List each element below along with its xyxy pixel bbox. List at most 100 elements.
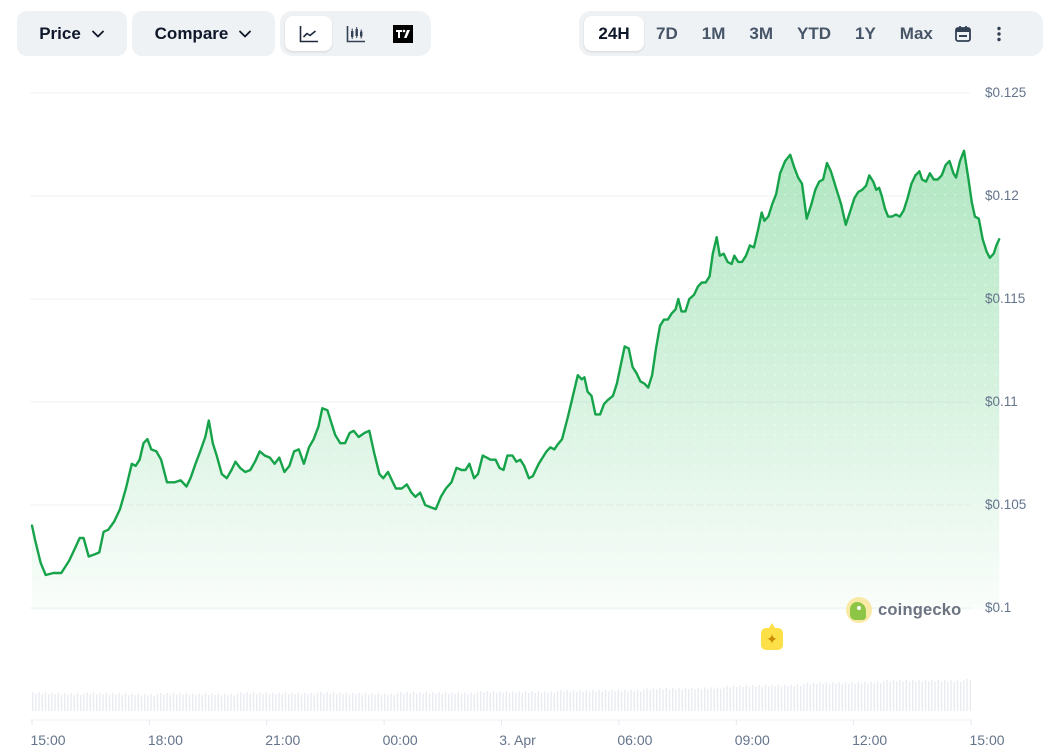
more-options-button[interactable] [981, 16, 1017, 51]
volume-bar [83, 693, 85, 711]
volume-bar [572, 690, 575, 711]
volume-bar [854, 683, 856, 711]
volume-bar [627, 691, 629, 711]
calendar-icon [954, 25, 971, 42]
volume-bar [912, 679, 914, 711]
event-marker[interactable]: ✦ [761, 623, 783, 650]
volume-bar [342, 693, 344, 711]
volume-bar [358, 693, 360, 711]
volume-bar [387, 694, 389, 711]
volume-bar [73, 694, 75, 711]
range-24h[interactable]: 24H [584, 16, 644, 51]
volume-bar [364, 693, 367, 711]
volume-bar [240, 692, 242, 711]
candlestick-chart-button[interactable] [332, 16, 379, 51]
volume-bar [291, 692, 293, 711]
volume-bar [496, 692, 498, 711]
volume-bar [38, 692, 40, 711]
range-1y[interactable]: 1Y [854, 23, 876, 43]
chart-type-selector [280, 11, 431, 56]
volume-bar [108, 694, 111, 711]
volume-bar [60, 694, 63, 711]
date-range-button[interactable] [945, 16, 981, 51]
volume-bar [630, 689, 632, 711]
volume-bar [710, 687, 712, 711]
volume-bar [812, 682, 815, 711]
volume-bar [924, 680, 927, 711]
volume-bar [528, 692, 530, 711]
range-7d[interactable]: 7D [656, 23, 678, 43]
price-chart[interactable]: $0.125 $0.12 $0.115 $0.11 $0.105 $0.1 15:00 18… [0, 70, 1050, 756]
volume-bar [825, 682, 827, 711]
volume-bar [502, 692, 504, 711]
x-tick-label: 15:00 [30, 732, 66, 748]
volume-bar [124, 693, 127, 711]
price-dropdown[interactable]: Price [17, 11, 127, 56]
volume-bar [716, 687, 719, 711]
volume-bar [96, 694, 98, 711]
chart-canvas[interactable] [0, 70, 1050, 756]
volume-bar [867, 683, 869, 711]
volume-bar [707, 688, 709, 711]
volume-bar [310, 692, 312, 711]
volume-bar [243, 693, 245, 711]
volume-bar [486, 691, 488, 711]
volume-bar [556, 691, 559, 711]
sparkle-icon: ✦ [766, 630, 778, 647]
volume-bar [595, 691, 597, 711]
volume-bar [448, 693, 450, 711]
line-chart-button[interactable] [285, 16, 332, 51]
volume-bar [224, 693, 226, 711]
volume-bar [585, 690, 587, 711]
volume-bar [134, 695, 136, 711]
volume-bar [220, 695, 223, 711]
range-3m[interactable]: 3M [749, 23, 773, 43]
volume-bar [803, 684, 805, 711]
volume-bar [646, 688, 648, 711]
volume-bar [217, 693, 219, 711]
volume-bar [336, 693, 338, 711]
volume-bar [656, 689, 658, 711]
volume-bar [249, 693, 251, 711]
volume-bar [534, 692, 536, 711]
range-max[interactable]: Max [899, 23, 933, 43]
volume-bar [265, 692, 267, 711]
volume-bar [211, 693, 213, 711]
volume-bar [425, 692, 427, 711]
volume-bar [112, 693, 114, 711]
volume-bar [828, 683, 831, 711]
volume-bar [934, 681, 936, 711]
volume-bar [569, 691, 571, 711]
tradingview-button[interactable] [379, 16, 426, 51]
volume-bar [950, 680, 952, 711]
volume-bar [636, 689, 639, 711]
volume-bar [784, 684, 786, 711]
volume-bar [345, 692, 347, 711]
range-1m[interactable]: 1M [701, 23, 726, 43]
volume-bar [361, 694, 363, 711]
coingecko-logo-icon [846, 597, 872, 623]
volume-bar [268, 693, 271, 711]
price-dropdown-label: Price [39, 23, 81, 43]
volume-bar [566, 690, 568, 711]
volume-bar [777, 684, 779, 711]
volume-bar [601, 691, 603, 711]
watermark-text: coingecko [878, 600, 962, 619]
volume-bar [233, 695, 235, 711]
compare-dropdown[interactable]: Compare [132, 11, 275, 56]
volume-bar [76, 693, 79, 711]
volume-bar [300, 694, 303, 711]
volume-bar [54, 694, 56, 711]
y-tick-label: $0.115 [985, 291, 1026, 306]
volume-bar [892, 680, 895, 711]
volume-bar [739, 685, 741, 711]
volume-bar [80, 695, 82, 711]
volume-bar [857, 682, 859, 711]
volume-bar [748, 686, 751, 711]
volume-bar [121, 694, 123, 711]
range-ytd[interactable]: YTD [796, 23, 831, 43]
volume-bar [518, 691, 520, 711]
volume-bar [937, 680, 939, 711]
volume-bar [57, 692, 59, 711]
volume-bar [156, 694, 159, 711]
